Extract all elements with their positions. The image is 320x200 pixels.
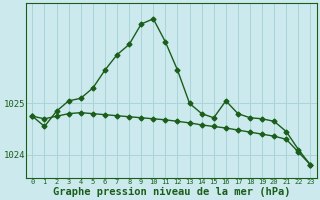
X-axis label: Graphe pression niveau de la mer (hPa): Graphe pression niveau de la mer (hPa) xyxy=(53,186,290,197)
